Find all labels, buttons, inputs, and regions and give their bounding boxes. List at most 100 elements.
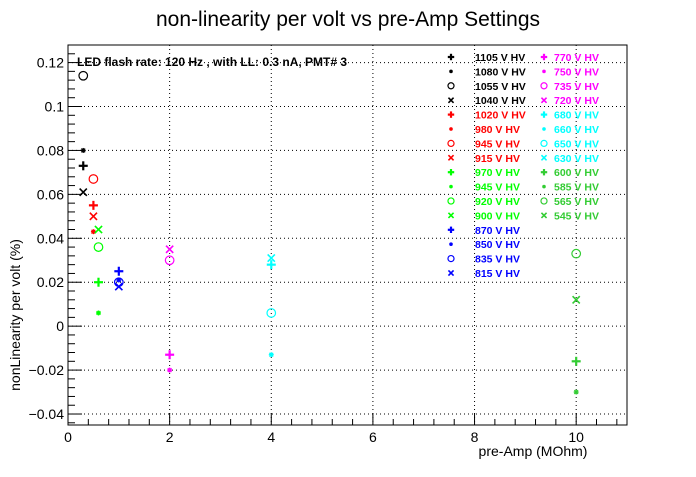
legend: 1105 V HV 1080 V HV 1055 V HV 1040 V HV 1020… bbox=[447, 52, 599, 280]
legend-entry: 1055 V HV bbox=[447, 81, 526, 93]
marker-stroke bbox=[165, 245, 174, 254]
marker-stroke bbox=[80, 148, 86, 153]
legend-label: 900 V HV bbox=[475, 210, 520, 222]
data-point bbox=[266, 260, 276, 270]
legend-entry: 630 V HV bbox=[540, 153, 599, 165]
data-point bbox=[96, 310, 101, 316]
marker-stroke bbox=[572, 295, 581, 304]
marker-stroke bbox=[167, 367, 172, 373]
legend-entry: 1080 V HV bbox=[449, 66, 526, 78]
x-tick-label: 10 bbox=[568, 429, 584, 445]
legend-label: 920 V HV bbox=[475, 196, 520, 208]
legend-entry: 980 V HV bbox=[449, 124, 520, 136]
marker-stroke bbox=[540, 139, 548, 148]
legend-entry: 660 V HV bbox=[542, 124, 599, 136]
marker-stroke bbox=[91, 229, 96, 235]
marker-stroke bbox=[540, 197, 548, 205]
marker-stroke bbox=[88, 174, 99, 184]
legend-marker bbox=[542, 127, 546, 131]
data-point bbox=[89, 212, 98, 221]
data-point bbox=[80, 147, 86, 153]
marker-stroke bbox=[449, 69, 453, 74]
data-point bbox=[571, 248, 582, 259]
data-point bbox=[165, 350, 175, 360]
y-tick-label: −0.02 bbox=[29, 362, 65, 378]
data-point bbox=[88, 174, 99, 184]
legend-entry: 770 V HV bbox=[540, 52, 599, 64]
marker-stroke bbox=[447, 154, 455, 161]
legend-marker bbox=[447, 139, 455, 148]
marker-stroke bbox=[447, 97, 455, 104]
legend-label: 585 V HV bbox=[554, 182, 599, 194]
legend-marker bbox=[447, 212, 455, 219]
legend-marker bbox=[447, 169, 455, 176]
legend-entry: 815 V HV bbox=[447, 268, 520, 280]
marker-stroke bbox=[94, 225, 103, 234]
y-tick-label: 0.12 bbox=[37, 55, 64, 71]
legend-label: 720 V HV bbox=[554, 95, 599, 107]
legend-label: 1080 V HV bbox=[475, 66, 526, 78]
marker-stroke bbox=[447, 82, 455, 90]
legend-label: 945 V HV bbox=[475, 138, 520, 150]
y-tick-label: −0.04 bbox=[29, 406, 65, 422]
legend-marker bbox=[540, 139, 548, 148]
data-point bbox=[114, 282, 123, 291]
data-point bbox=[114, 266, 124, 276]
legend-entry: 545 V HV bbox=[540, 210, 599, 222]
legend-entry: 945 V HV bbox=[447, 138, 520, 150]
legend-marker bbox=[449, 242, 453, 246]
legend-entry: 585 V HV bbox=[542, 182, 599, 194]
x-axis-label: pre-Amp (MOhm) bbox=[479, 443, 588, 459]
legend-label: 1020 V HV bbox=[475, 110, 526, 122]
marker-stroke bbox=[540, 154, 548, 161]
y-tick-label: 0.02 bbox=[37, 274, 64, 290]
legend-label: 735 V HV bbox=[554, 81, 599, 93]
legend-marker bbox=[447, 111, 455, 118]
data-point bbox=[93, 277, 103, 287]
marker-stroke bbox=[447, 254, 455, 263]
legend-label: 1055 V HV bbox=[475, 81, 526, 93]
legend-marker bbox=[449, 69, 453, 74]
x-tick-label: 8 bbox=[471, 429, 479, 445]
legend-label: 850 V HV bbox=[475, 239, 520, 251]
legend-marker bbox=[540, 97, 548, 104]
y-tick-label: 0 bbox=[56, 318, 64, 334]
y-tick-label: 0.04 bbox=[37, 230, 64, 246]
legend-marker bbox=[540, 169, 548, 176]
legend-label: 915 V HV bbox=[475, 153, 520, 165]
marker-stroke bbox=[542, 184, 546, 189]
legend-label: 1105 V HV bbox=[475, 52, 525, 64]
legend-marker bbox=[447, 82, 455, 90]
legend-entry: 915 V HV bbox=[447, 153, 520, 165]
legend-marker bbox=[447, 226, 455, 233]
data-point bbox=[79, 188, 88, 197]
legend-marker bbox=[542, 184, 546, 189]
legend-entry: 565 V HV bbox=[540, 196, 599, 208]
marker-stroke bbox=[449, 127, 453, 131]
legend-entry: 680 V HV bbox=[540, 110, 599, 122]
y-tick-label: 0.08 bbox=[37, 142, 64, 158]
y-axis-label: nonLinearity per volt (%) bbox=[7, 239, 23, 391]
marker-stroke bbox=[447, 212, 455, 219]
chart-title: non-linearity per volt vs pre-Amp Settin… bbox=[156, 8, 540, 31]
legend-label: 750 V HV bbox=[554, 66, 599, 78]
legend-label: 650 V HV bbox=[554, 138, 599, 150]
data-point bbox=[267, 253, 276, 263]
legend-marker bbox=[540, 197, 548, 205]
marker-stroke bbox=[540, 97, 548, 104]
legend-label: 660 V HV bbox=[554, 124, 599, 136]
data-point bbox=[78, 70, 89, 81]
marker-stroke bbox=[89, 212, 98, 221]
marker-stroke bbox=[266, 308, 277, 318]
legend-label: 980 V HV bbox=[475, 124, 520, 136]
marker-stroke bbox=[116, 277, 122, 283]
legend-marker bbox=[542, 69, 546, 74]
legend-marker bbox=[540, 212, 548, 219]
legend-marker bbox=[449, 184, 453, 189]
legend-entry: 750 V HV bbox=[542, 66, 599, 78]
data-point bbox=[165, 245, 174, 254]
legend-marker bbox=[540, 53, 548, 61]
legend-entry: 945 V HV bbox=[449, 182, 520, 194]
marker-stroke bbox=[447, 197, 455, 205]
